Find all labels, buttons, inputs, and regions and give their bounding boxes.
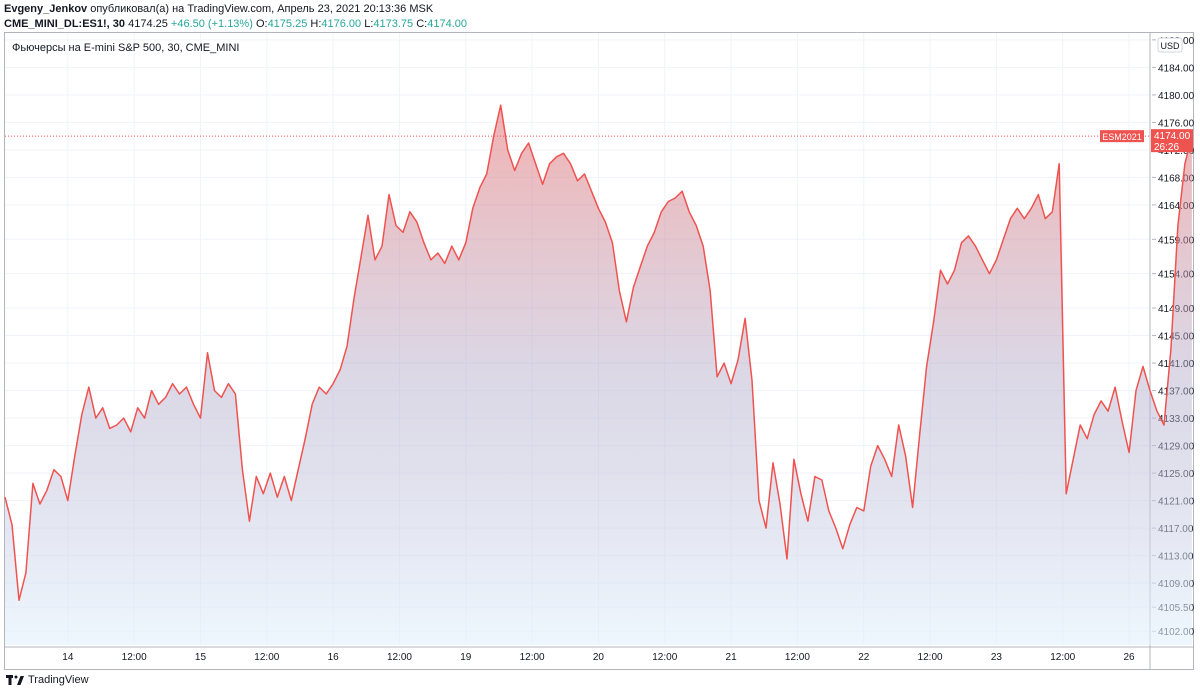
tradingview-logo-icon bbox=[6, 674, 24, 685]
price-badge-value: 4174.00 bbox=[1154, 131, 1191, 142]
footer: TradingView bbox=[6, 674, 89, 686]
author-name[interactable]: Evgeny_Jenkov bbox=[4, 3, 88, 15]
x-tick-label: 19 bbox=[460, 652, 472, 663]
x-tick-label: 12:00 bbox=[122, 652, 147, 663]
chart-header: Evgeny_Jenkov опубликовал(а) на TradingV… bbox=[4, 2, 467, 32]
price-badge bbox=[1151, 129, 1193, 153]
x-tick-label: 12:00 bbox=[918, 652, 943, 663]
open-label: O: bbox=[255, 18, 268, 30]
currency-label: USD bbox=[1160, 41, 1180, 51]
x-tick-label: 12:00 bbox=[254, 652, 279, 663]
price-badge-countdown: 26:26 bbox=[1154, 142, 1179, 153]
x-tick-label: 12:00 bbox=[785, 652, 810, 663]
last-price: 4174.25 bbox=[128, 18, 168, 30]
symbol-badge-label: ESM2021 bbox=[1102, 132, 1142, 142]
high-value: 4176.00 bbox=[321, 18, 362, 30]
currency-box bbox=[1157, 37, 1183, 53]
x-tick-label: 12:00 bbox=[387, 652, 412, 663]
y-tick-label: 4164.00 bbox=[1158, 201, 1195, 212]
series-legend: Фьючерсы на E-mini S&P 500, 30, CME_MINI bbox=[12, 42, 240, 54]
chart-frame bbox=[4, 32, 1194, 670]
low-value: 4173.75 bbox=[373, 18, 414, 30]
x-tick-label: 12:00 bbox=[652, 652, 677, 663]
price-area-fill bbox=[5, 105, 1192, 645]
x-tick-label: 12:00 bbox=[1050, 652, 1075, 663]
y-tick-label: 4184.00 bbox=[1158, 63, 1195, 74]
x-tick-label: 26 bbox=[1123, 652, 1135, 663]
price-change: +46.50 (+1.13%) bbox=[170, 18, 253, 30]
footer-brand[interactable]: TradingView bbox=[28, 674, 89, 686]
symbol-label: CME_MINI_DL:ES1!, 30 bbox=[4, 18, 126, 30]
low-label: L: bbox=[364, 18, 374, 30]
publish-info: опубликовал(а) на TradingView.com, Апрел… bbox=[90, 3, 434, 15]
x-tick-label: 22 bbox=[858, 652, 870, 663]
y-tick-label: 4168.00 bbox=[1158, 173, 1195, 184]
high-label: H: bbox=[310, 18, 322, 30]
x-tick-label: 16 bbox=[328, 652, 340, 663]
x-tick-label: 14 bbox=[62, 652, 74, 663]
y-tick-label: 4180.00 bbox=[1158, 91, 1195, 102]
close-value: 4174.00 bbox=[427, 18, 467, 30]
x-tick-label: 23 bbox=[991, 652, 1003, 663]
ohlc-line: CME_MINI_DL:ES1!, 30 4174.25 +46.50 (+1.… bbox=[4, 17, 467, 32]
open-value: 4175.25 bbox=[267, 18, 308, 30]
x-tick-label: 15 bbox=[195, 652, 207, 663]
publish-line: Evgeny_Jenkov опубликовал(а) на TradingV… bbox=[4, 2, 467, 17]
x-tick-label: 20 bbox=[593, 652, 605, 663]
symbol-badge bbox=[1100, 130, 1144, 143]
y-tick-label: 4176.00 bbox=[1158, 118, 1195, 129]
x-tick-label: 21 bbox=[726, 652, 738, 663]
x-tick-label: 12:00 bbox=[520, 652, 545, 663]
close-label: C: bbox=[416, 18, 428, 30]
